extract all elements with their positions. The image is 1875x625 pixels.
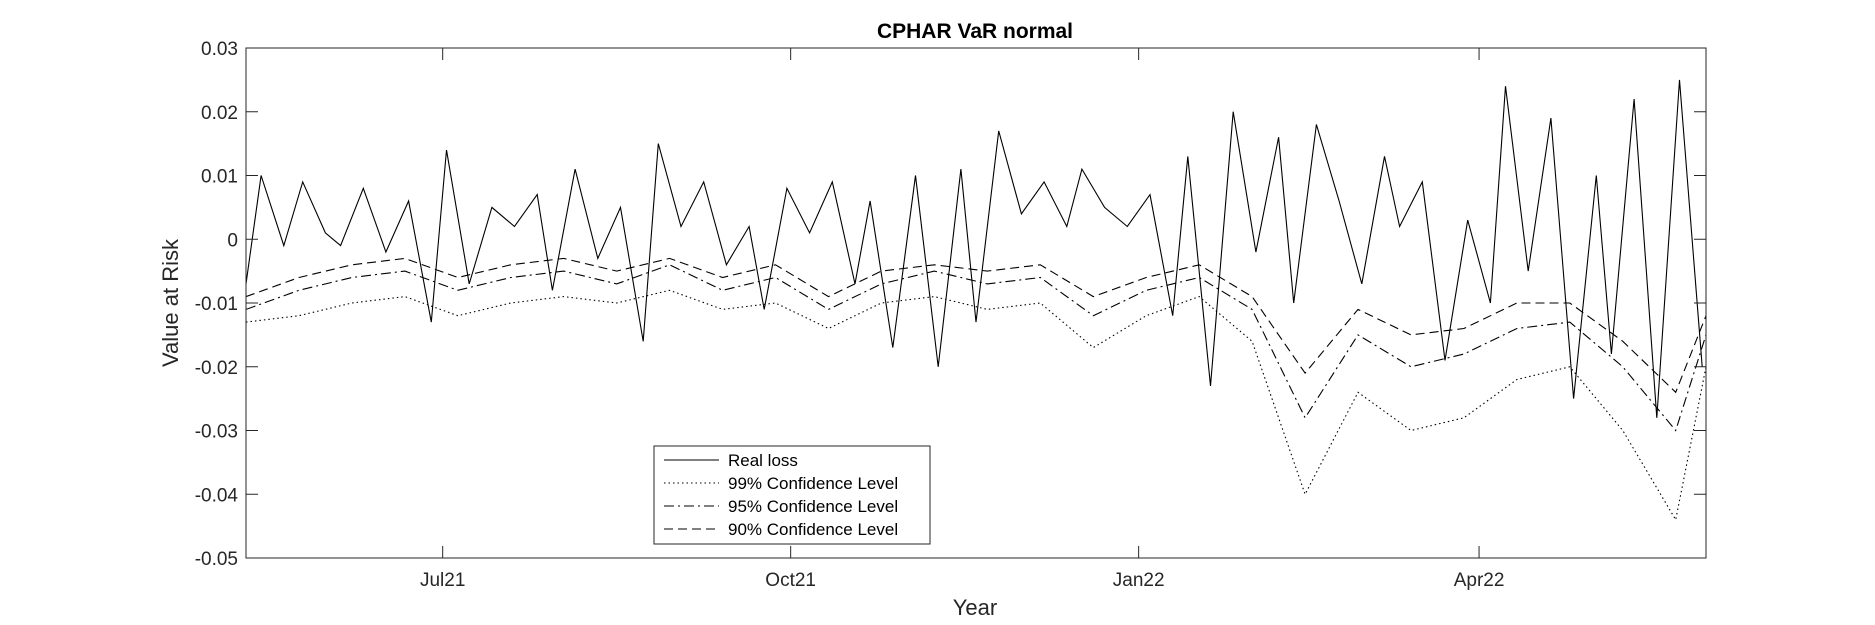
chart-title: CPHAR VaR normal bbox=[877, 20, 1073, 43]
y-tick-label: -0.05 bbox=[195, 549, 238, 570]
y-tick-label: 0.02 bbox=[201, 103, 238, 124]
legend-label: 90% Confidence Level bbox=[728, 520, 898, 539]
series-line-1 bbox=[246, 289, 1706, 522]
legend-label: Real loss bbox=[728, 451, 798, 470]
series-line-0 bbox=[246, 79, 1703, 418]
x-axis-title: Year bbox=[953, 595, 997, 620]
legend-label: 95% Confidence Level bbox=[728, 497, 898, 516]
x-tick-label: Jan22 bbox=[1113, 570, 1165, 591]
series-line-3 bbox=[246, 257, 1706, 394]
plot-area bbox=[246, 79, 1706, 522]
series-line-2 bbox=[246, 264, 1706, 432]
y-axis-title: Value at Risk bbox=[158, 238, 183, 367]
x-tick-label: Oct21 bbox=[765, 570, 816, 591]
plot-frame bbox=[245, 47, 1707, 559]
y-tick-label: 0 bbox=[227, 230, 238, 251]
x-tick-label: Jul21 bbox=[420, 570, 465, 591]
y-tick-label: -0.02 bbox=[195, 358, 238, 379]
axes: 0.03 0.02 0.01 0 -0.01 -0.02 -0.03 -0.04 -0.05 Ju… bbox=[195, 39, 1707, 591]
legend-label: 99% Confidence Level bbox=[728, 474, 898, 493]
y-tick-label: -0.01 bbox=[195, 294, 238, 315]
legend: Real loss 99% Confidence Level 95% Confide… bbox=[653, 445, 931, 545]
legend-box bbox=[653, 445, 931, 545]
x-tick-label: Apr22 bbox=[1454, 570, 1505, 591]
y-tick-label: -0.03 bbox=[195, 422, 238, 443]
y-tick-label: 0.03 bbox=[201, 39, 238, 60]
y-tick-label: -0.04 bbox=[195, 485, 239, 506]
y-tick-label: 0.01 bbox=[201, 167, 238, 188]
